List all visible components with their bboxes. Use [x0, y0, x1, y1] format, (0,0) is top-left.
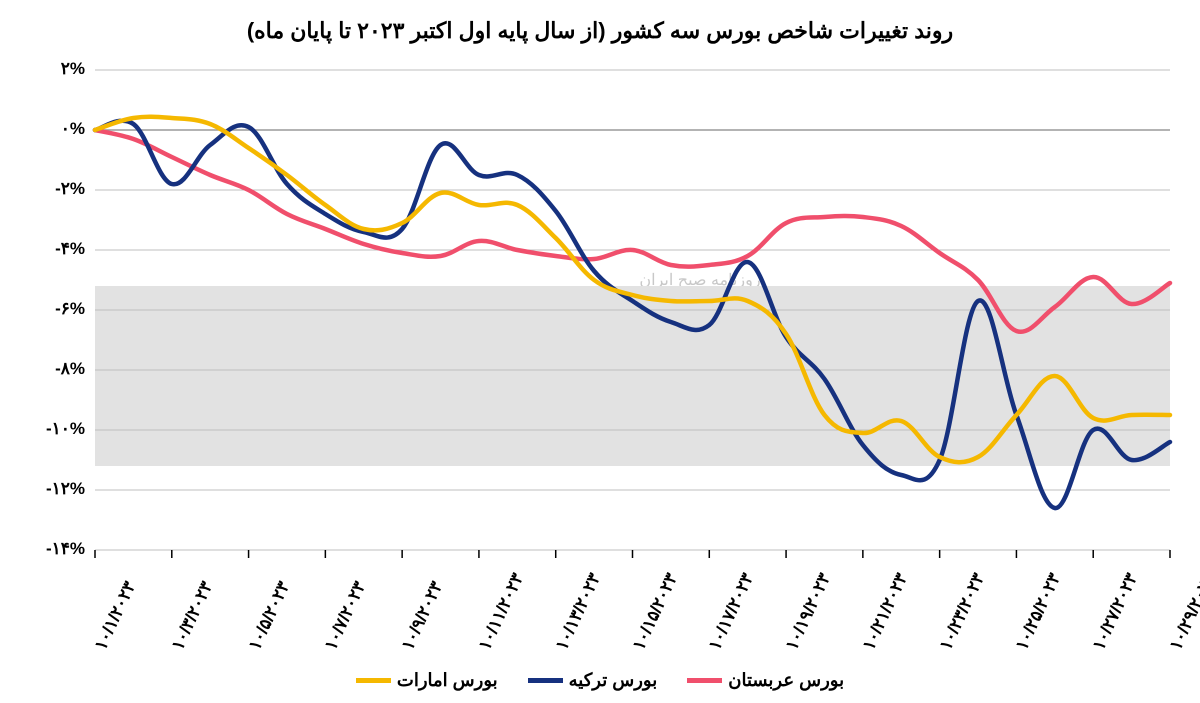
legend-item: بورس عربستان: [687, 670, 844, 691]
y-tick-label: ۰%: [30, 119, 85, 139]
y-tick-label: -۸%: [30, 359, 85, 379]
legend-item: بورس امارات: [356, 670, 498, 691]
y-tick-label: -۱۲%: [30, 479, 85, 499]
legend-swatch: [356, 678, 391, 683]
legend-item: بورس ترکیه: [528, 670, 658, 691]
y-tick-label: -۱۴%: [30, 539, 85, 559]
legend: بورس عربستان بورس ترکیه بورس امارات: [0, 670, 1200, 691]
y-tick-label: -۴%: [30, 239, 85, 259]
legend-label: بورس عربستان: [728, 670, 844, 691]
legend-label: بورس ترکیه: [569, 670, 658, 691]
y-tick-label: -۱۰%: [30, 419, 85, 439]
chart-svg: [0, 0, 1200, 703]
y-tick-label: -۲%: [30, 179, 85, 199]
y-tick-label: -۶%: [30, 299, 85, 319]
legend-swatch: [687, 678, 722, 683]
chart-container: روند تغییرات شاخص بورس سه کشور (از سال پ…: [0, 0, 1200, 703]
legend-swatch: [528, 678, 563, 683]
legend-label: بورس امارات: [397, 670, 498, 691]
y-tick-label: ۲%: [30, 59, 85, 79]
